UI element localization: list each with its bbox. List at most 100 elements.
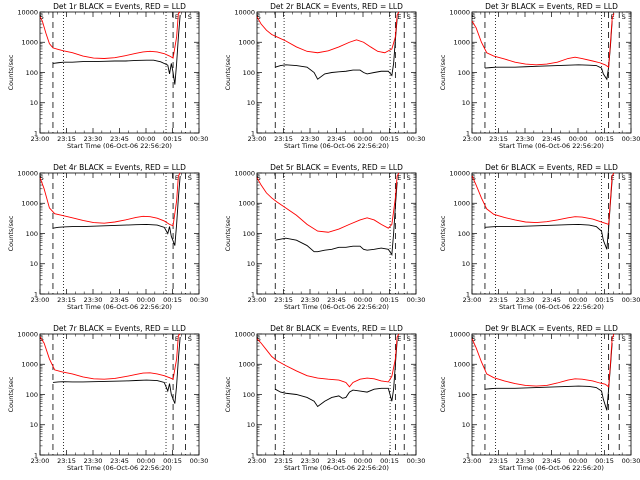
y-axis-label: Counts/sec: [439, 376, 447, 412]
panel-title: Det 2r BLACK = Events, RED = LLD: [270, 2, 403, 11]
y-tick-label: 100: [243, 391, 255, 399]
y-tick-label: 100: [26, 230, 38, 238]
segment-marker-label: S: [622, 174, 626, 182]
segment-marker-label: S: [40, 174, 44, 182]
x-tick-label: 23:00: [463, 135, 482, 143]
lld-rate-line: [39, 172, 181, 227]
lld-rate-line: [256, 11, 400, 54]
y-tick-label: 1000: [21, 200, 38, 208]
y-tick-label: 1: [34, 290, 38, 298]
x-tick-label: 23:45: [327, 296, 346, 304]
x-axis-label: Start Time (06-Oct-06 22:56:20): [499, 303, 604, 311]
x-tick-label: 00:30: [407, 457, 426, 465]
y-tick-label: 1: [251, 451, 255, 459]
x-tick-label: 23:30: [301, 296, 320, 304]
segment-marker-label: E: [175, 13, 179, 21]
event-rate-line: [484, 343, 613, 411]
x-tick-label: 23:30: [84, 296, 103, 304]
y-tick-label: 10000: [449, 8, 470, 16]
x-tick-label: 23:00: [31, 135, 50, 143]
lld-rate-line: [39, 333, 181, 380]
segment-marker-label: S: [622, 13, 626, 21]
panel-title: Det 6r BLACK = Events, RED = LLD: [485, 163, 618, 172]
y-tick-label: 10: [247, 99, 255, 107]
x-tick-label: 23:45: [110, 296, 129, 304]
y-axis-label: Counts/sec: [224, 376, 232, 412]
segment-marker-label: S: [407, 174, 411, 182]
segment-marker-label: S: [407, 335, 411, 343]
x-tick-label: 23:45: [327, 457, 346, 465]
x-tick-label: 23:15: [57, 135, 76, 143]
x-tick-label: 00:15: [380, 296, 399, 304]
detector-panel-5: Det 5r BLACK = Events, RED = LLD 1 10 100 10…: [224, 163, 425, 311]
x-axis-label: Start Time (06-Oct-06 22:56:20): [67, 303, 172, 311]
x-tick-label: 00:15: [595, 296, 614, 304]
event-rate-line: [484, 179, 613, 250]
y-tick-label: 10000: [17, 330, 38, 338]
event-rate-line: [275, 340, 398, 408]
lld-rate-line: [471, 172, 615, 226]
y-tick-label: 10: [247, 421, 255, 429]
x-tick-label: 00:00: [137, 457, 156, 465]
x-tick-label: 23:30: [301, 135, 320, 143]
event-rate-line: [275, 182, 398, 256]
y-tick-label: 10000: [449, 169, 470, 177]
x-tick-label: 23:45: [542, 296, 561, 304]
segment-marker-label: S: [472, 13, 476, 21]
segment-marker-label: S: [622, 335, 626, 343]
x-axis-label: Start Time (06-Oct-06 22:56:20): [499, 142, 604, 150]
y-axis-label: Counts/sec: [7, 215, 15, 251]
y-axis-label: Counts/sec: [439, 54, 447, 90]
segment-marker-label: S: [257, 335, 261, 343]
y-tick-label: 10: [30, 421, 38, 429]
detector-panel-3: Det 3r BLACK = Events, RED = LLD 1 10 100 10…: [439, 2, 640, 150]
y-tick-label: 1: [466, 290, 470, 298]
segment-marker-label: E: [175, 174, 179, 182]
x-tick-label: 23:00: [248, 135, 267, 143]
y-tick-label: 10000: [234, 330, 255, 338]
y-tick-label: 1: [466, 129, 470, 137]
x-tick-label: 00:00: [569, 296, 588, 304]
x-axis-label: Start Time (06-Oct-06 22:56:20): [284, 464, 389, 472]
event-rate-line: [52, 175, 181, 246]
x-tick-label: 00:15: [163, 296, 182, 304]
y-tick-label: 100: [458, 391, 470, 399]
x-tick-label: 23:30: [516, 135, 535, 143]
x-tick-label: 23:45: [542, 457, 561, 465]
segment-marker-label: S: [407, 13, 411, 21]
y-tick-label: 1000: [21, 39, 38, 47]
x-tick-label: 00:15: [380, 135, 399, 143]
x-tick-label: 00:30: [407, 135, 426, 143]
lld-rate-line: [256, 172, 400, 233]
x-tick-label: 00:15: [595, 457, 614, 465]
x-axis-label: Start Time (06-Oct-06 22:56:20): [67, 142, 172, 150]
y-axis-label: Counts/sec: [439, 215, 447, 251]
y-tick-label: 100: [26, 69, 38, 77]
x-tick-label: 00:00: [137, 296, 156, 304]
y-tick-label: 10: [462, 260, 470, 268]
detector-panel-1: Det 1r BLACK = Events, RED = LLD 1 10 100 10…: [7, 2, 208, 150]
y-tick-label: 10000: [449, 330, 470, 338]
y-tick-label: 10000: [234, 169, 255, 177]
y-axis-label: Counts/sec: [224, 215, 232, 251]
segment-marker-label: S: [257, 174, 261, 182]
x-tick-label: 00:00: [137, 135, 156, 143]
y-tick-label: 1: [251, 129, 255, 137]
y-axis-label: Counts/sec: [7, 376, 15, 412]
segment-marker-label: E: [610, 174, 614, 182]
x-tick-label: 23:15: [489, 457, 508, 465]
y-tick-label: 10000: [234, 8, 255, 16]
segment-marker-label: E: [397, 174, 401, 182]
y-tick-label: 1000: [453, 39, 470, 47]
x-axis-label: Start Time (06-Oct-06 22:56:20): [67, 464, 172, 472]
detector-panel-7: Det 7r BLACK = Events, RED = LLD 1 10 100 10…: [7, 324, 208, 472]
x-tick-label: 23:30: [516, 457, 535, 465]
x-tick-label: 00:30: [622, 135, 640, 143]
segment-marker-label: S: [257, 13, 261, 21]
segment-marker-label: E: [175, 335, 179, 343]
panel-title: Det 9r BLACK = Events, RED = LLD: [485, 324, 618, 333]
x-axis-label: Start Time (06-Oct-06 22:56:20): [284, 142, 389, 150]
panel-title: Det 8r BLACK = Events, RED = LLD: [270, 324, 403, 333]
event-rate-line: [275, 18, 398, 80]
x-tick-label: 00:30: [407, 296, 426, 304]
